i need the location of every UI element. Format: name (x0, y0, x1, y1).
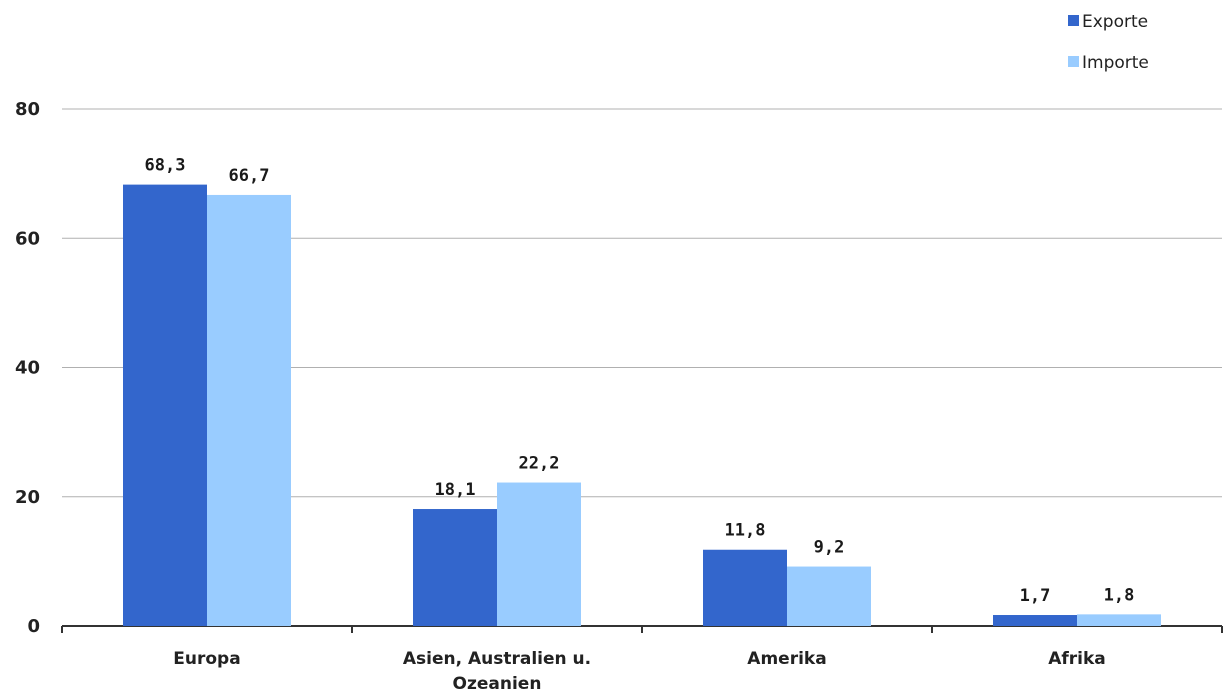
x-tick-label: Amerika (747, 649, 826, 669)
x-tick-label: Ozeanien (453, 674, 542, 690)
bar-exporte (413, 509, 497, 626)
legend-swatch (1068, 56, 1079, 67)
data-labels: 68,3 18,1 11,8 1,7 66,7 22,2 9,2 1,8 (145, 156, 1135, 606)
legend-label: Importe (1082, 53, 1149, 73)
data-label: 66,7 (229, 166, 270, 186)
legend-label: Exporte (1082, 12, 1148, 32)
data-label: 11,8 (725, 521, 766, 541)
legend-swatch (1068, 15, 1079, 26)
x-tick-label: Afrika (1048, 649, 1106, 669)
legend: Exporte Importe (1068, 12, 1149, 73)
data-label: 9,2 (814, 538, 845, 558)
bars (123, 184, 1161, 627)
data-label: 1,7 (1020, 586, 1051, 606)
bar-importe (497, 482, 581, 626)
y-tick-label: 40 (15, 358, 40, 379)
y-tick-label: 80 (15, 99, 40, 120)
bar-importe (207, 194, 291, 627)
y-tick-label: 60 (15, 228, 40, 249)
bar-importe (1077, 614, 1161, 626)
data-label: 1,8 (1104, 585, 1135, 605)
data-label: 18,1 (435, 480, 476, 500)
bar-exporte (703, 549, 787, 626)
y-tick-label: 20 (15, 487, 40, 508)
bar-importe (787, 566, 871, 626)
x-tick-label: Asien, Australien u. (403, 649, 591, 669)
data-label: 68,3 (145, 156, 186, 176)
x-tick-label: Europa (173, 649, 240, 669)
bar-exporte (993, 615, 1077, 626)
bar-exporte (123, 184, 207, 626)
y-tick-label: 0 (27, 616, 40, 637)
data-label: 22,2 (519, 454, 560, 474)
